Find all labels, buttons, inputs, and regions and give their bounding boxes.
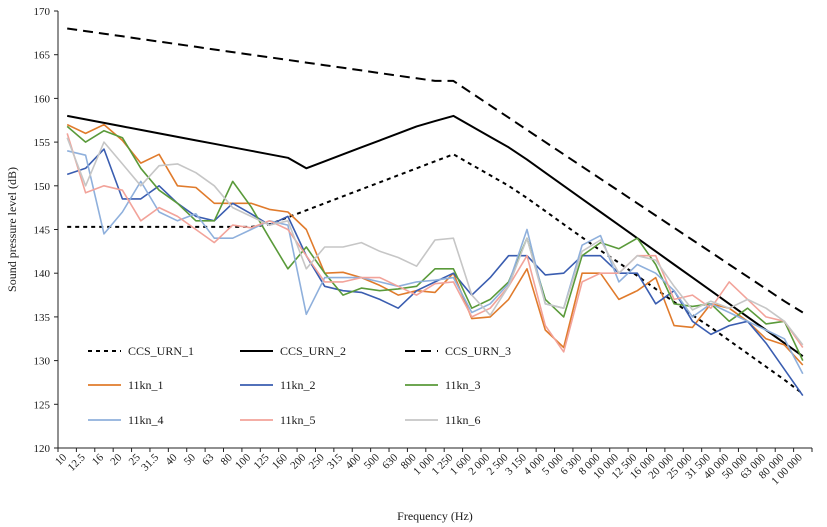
legend-item: 11kn_1 bbox=[88, 378, 164, 392]
legend-label: CCS_URN_2 bbox=[280, 344, 346, 358]
y-tick-label: 130 bbox=[34, 356, 51, 368]
x-tick-label: 160 bbox=[270, 451, 291, 472]
y-tick-label: 160 bbox=[34, 93, 51, 105]
x-tick-label: 250 bbox=[307, 451, 328, 472]
x-tick-label: 40 bbox=[163, 451, 180, 468]
x-tick-label: 500 bbox=[362, 451, 383, 472]
legend-item: 11kn_3 bbox=[405, 378, 481, 392]
series-line-11kn-2 bbox=[66, 148, 804, 397]
legend-item: CCS_URN_3 bbox=[405, 344, 511, 358]
legend-item: CCS_URN_2 bbox=[240, 344, 346, 358]
x-tick-label: 100 bbox=[233, 451, 254, 472]
series-line-ccs-urn-3 bbox=[67, 27, 804, 314]
x-tick-label: 315 bbox=[325, 451, 346, 472]
y-tick-label: 155 bbox=[34, 137, 51, 149]
series-line-11kn-1 bbox=[66, 123, 804, 366]
x-tick-label: 31.5 bbox=[139, 451, 161, 473]
x-tick-label: 400 bbox=[343, 451, 364, 472]
legend-item: 11kn_5 bbox=[240, 413, 316, 427]
legend-label: 11kn_4 bbox=[128, 413, 164, 427]
legend-label: 11kn_5 bbox=[280, 413, 316, 427]
y-tick-label: 135 bbox=[34, 312, 51, 324]
x-tick-label: 20 bbox=[108, 451, 125, 468]
x-tick-label: 125 bbox=[251, 451, 272, 472]
x-tick-label: 200 bbox=[288, 451, 309, 472]
y-axis-ticks: 120 125 130 135 140 145 150 155 160 165 170 bbox=[34, 6, 58, 455]
axes bbox=[57, 11, 812, 449]
legend-item: 11kn_2 bbox=[240, 378, 316, 392]
legend-label: CCS_URN_3 bbox=[445, 344, 511, 358]
series-line-11kn-3 bbox=[66, 125, 804, 361]
y-tick-label: 140 bbox=[34, 268, 51, 280]
x-tick-label: 630 bbox=[380, 451, 401, 472]
series-line-ccs-urn-1 bbox=[67, 153, 804, 395]
y-tick-label: 125 bbox=[34, 399, 51, 411]
series-line-11kn-5 bbox=[66, 133, 804, 353]
legend-item: CCS_URN_1 bbox=[88, 344, 194, 358]
y-tick-label: 165 bbox=[34, 50, 51, 62]
series-line-11kn-4 bbox=[67, 150, 804, 375]
y-axis-title: Sound pressure level (dB) bbox=[5, 167, 19, 292]
series-line-11kn-6 bbox=[66, 137, 804, 346]
y-tick-label: 120 bbox=[34, 443, 51, 455]
x-tick-label: 63 bbox=[200, 451, 217, 468]
legend-label: 11kn_3 bbox=[445, 378, 481, 392]
series-layer bbox=[66, 27, 804, 397]
x-axis-title: Frequency (Hz) bbox=[397, 509, 473, 523]
x-tick-label: 80 bbox=[219, 451, 236, 468]
legend-item: 11kn_4 bbox=[88, 413, 164, 427]
y-tick-label: 145 bbox=[34, 225, 51, 237]
legend: CCS_URN_1 CCS_URN_2 CCS_URN_3 11kn_1 11kn_2 1… bbox=[88, 344, 511, 427]
series-line-ccs-urn-2 bbox=[67, 114, 804, 358]
x-tick-label: 12.5 bbox=[66, 451, 88, 473]
legend-label: 11kn_1 bbox=[128, 378, 164, 392]
x-tick-label: 16 bbox=[90, 451, 107, 468]
legend-item: 11kn_6 bbox=[405, 413, 481, 427]
y-tick-label: 150 bbox=[34, 181, 51, 193]
legend-label: CCS_URN_1 bbox=[128, 344, 194, 358]
legend-label: 11kn_6 bbox=[445, 413, 481, 427]
x-tick-label: 50 bbox=[182, 451, 199, 468]
legend-label: 11kn_2 bbox=[280, 378, 316, 392]
y-tick-label: 170 bbox=[34, 6, 51, 18]
